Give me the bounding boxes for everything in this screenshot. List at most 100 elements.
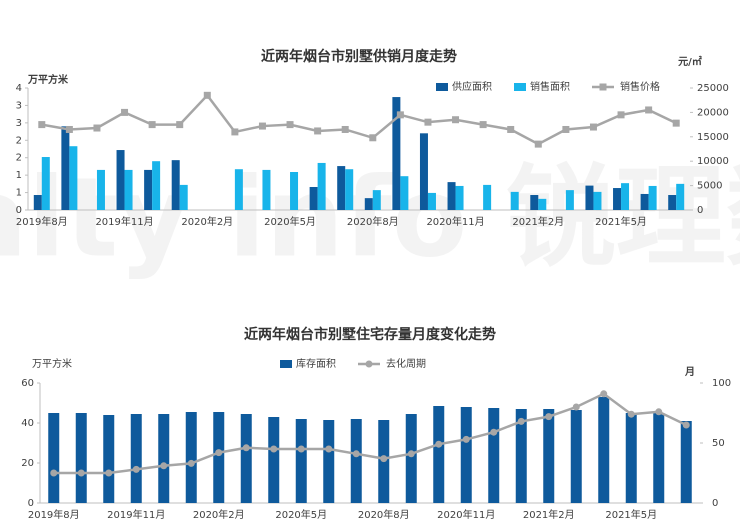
y2-tick-label: 0 (712, 498, 718, 509)
bar (130, 414, 142, 503)
x-tick-label: 2021年2月 (523, 508, 575, 521)
y-tick-label: 3 (16, 118, 22, 129)
bar (405, 414, 417, 503)
line-point (517, 417, 525, 425)
bar (515, 409, 527, 503)
bar (455, 185, 464, 210)
line-point (352, 450, 360, 458)
line-point (341, 125, 349, 133)
bar (585, 185, 594, 210)
line-point (38, 121, 46, 129)
line-point (589, 123, 597, 131)
bar (61, 126, 70, 210)
x-tick-label: 2020年5月 (275, 508, 327, 521)
y-tick-label: 2 (16, 135, 22, 146)
line-point (160, 462, 168, 470)
line-point (396, 111, 404, 119)
line-point (672, 119, 680, 127)
line-point (369, 134, 377, 142)
bar (103, 415, 115, 503)
line-point (215, 449, 223, 457)
y2-tick-label: 0 (697, 205, 703, 216)
line-point (325, 445, 333, 453)
line-point (645, 106, 653, 114)
bar (116, 150, 125, 210)
line (53, 392, 687, 475)
bar (295, 419, 307, 503)
bar (676, 183, 685, 210)
bar (234, 169, 243, 210)
y-tick-label: 20 (21, 458, 34, 469)
x-tick-label: 2020年2月 (193, 508, 245, 521)
bar (447, 182, 456, 210)
bar (680, 421, 692, 503)
line-point (655, 408, 663, 416)
bar (653, 413, 665, 503)
x-tick-label: 2020年11月 (426, 215, 484, 228)
bar (213, 412, 225, 503)
bar (392, 97, 401, 210)
bar (488, 408, 500, 503)
line-point (203, 91, 211, 99)
bar (350, 419, 362, 503)
line-point (93, 124, 101, 132)
bar (75, 413, 87, 503)
line-point (490, 428, 498, 436)
bar (309, 186, 318, 210)
line-point (258, 122, 266, 130)
bar (538, 198, 547, 210)
line-point (479, 121, 487, 129)
bar (460, 407, 472, 503)
bar (33, 195, 42, 210)
line-point (682, 421, 690, 429)
bar (530, 195, 539, 210)
bar (158, 414, 170, 503)
line-point (286, 121, 294, 129)
y-tick-label: 60 (21, 378, 34, 389)
y-tick-label: 1 (16, 170, 22, 181)
bar (483, 184, 492, 210)
bar (598, 397, 610, 503)
bar (613, 188, 622, 210)
legend-label: 供应面积 (452, 80, 492, 93)
line-point (617, 111, 625, 119)
y2-tick-label: 100 (712, 378, 731, 389)
y-tick-label: 0 (16, 205, 22, 216)
x-tick-label: 2019年8月 (16, 215, 68, 228)
line (41, 93, 677, 146)
bar (621, 183, 630, 210)
bar (290, 172, 299, 210)
line-point (148, 121, 156, 129)
line-point (50, 469, 58, 477)
legend-marker (365, 360, 373, 368)
legend-label: 去化周期 (386, 357, 426, 370)
x-tick-label: 2020年8月 (358, 508, 410, 521)
bar (400, 176, 409, 210)
line-point (314, 127, 322, 135)
line-point (435, 440, 443, 448)
line-point (77, 469, 85, 477)
bar (419, 133, 428, 210)
bar (171, 160, 180, 210)
y-tick-label: 2 (16, 153, 22, 164)
legend-swatch (514, 83, 526, 91)
x-tick-label: 2020年2月 (181, 215, 233, 228)
line-point (534, 140, 542, 148)
bar (668, 195, 677, 210)
line-point (562, 125, 570, 133)
x-tick-label: 2020年8月 (347, 215, 399, 228)
bar (144, 169, 153, 210)
y2-tick-label: 10000 (697, 156, 729, 167)
line-point (407, 450, 415, 458)
y2-tick-label: 25000 (697, 83, 729, 94)
bar (48, 413, 60, 503)
line-point (600, 390, 608, 398)
bar (364, 198, 373, 210)
legend-label: 销售面积 (530, 80, 570, 93)
bar (337, 166, 346, 210)
bar (96, 169, 105, 210)
x-tick-label: 2021年5月 (605, 508, 657, 521)
line-point (572, 403, 580, 411)
line-point (507, 125, 515, 133)
y-axis-label: 万平方米 (32, 357, 72, 370)
